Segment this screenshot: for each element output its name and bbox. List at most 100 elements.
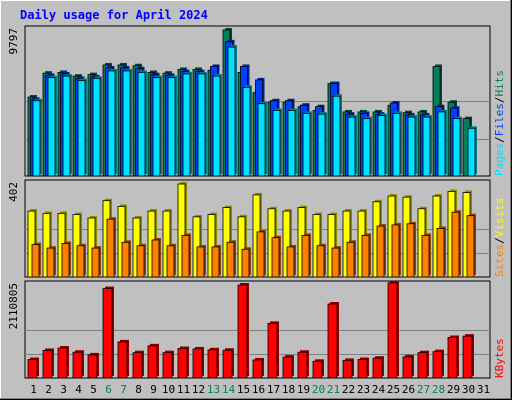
bar-visits-day-18 [282, 210, 291, 278]
bar-sites-day-30 [466, 215, 475, 278]
day-label-1: 1 [30, 383, 37, 396]
bar-pages-day-23 [362, 118, 371, 177]
legend-visits: Visits [493, 198, 506, 238]
bar-pages-day-28 [437, 111, 446, 177]
bar-pages-day-10 [167, 77, 176, 177]
bar-sites-day-9 [151, 239, 160, 278]
bar-kbytes-day-14 [222, 349, 233, 379]
bar-pages-day-27 [422, 116, 431, 177]
bar-sites-day-2 [46, 247, 55, 278]
bar-pages-day-1 [32, 100, 41, 177]
bar-sites-day-19 [301, 234, 310, 278]
bar-sites-day-20 [316, 245, 325, 278]
bar-sites-day-3 [61, 243, 70, 278]
bar-pages-day-15 [242, 86, 251, 177]
bar-kbytes-day-13 [207, 349, 218, 379]
bar-sites-day-22 [346, 241, 355, 278]
bar-pages-day-22 [347, 116, 356, 177]
bar-pages-day-30 [467, 127, 476, 177]
bar-kbytes-day-30 [462, 335, 473, 379]
bar-sites-day-28 [436, 228, 445, 278]
bar-pages-day-14 [227, 46, 236, 177]
day-label-7: 7 [120, 383, 127, 396]
bar-pages-day-21 [332, 95, 341, 177]
bar-visits-day-21 [327, 214, 336, 278]
bar-sites-day-10 [166, 245, 175, 278]
bar-pages-day-2 [47, 77, 56, 177]
bar-kbytes-day-11 [177, 348, 188, 379]
bar-kbytes-day-7 [117, 341, 128, 379]
day-label-14: 14 [222, 383, 236, 396]
bar-kbytes-day-19 [297, 351, 308, 379]
bar-pages-day-26 [407, 116, 416, 177]
day-label-11: 11 [177, 383, 190, 396]
legend-files: Files [493, 103, 506, 136]
day-label-19: 19 [297, 383, 310, 396]
bar-kbytes-day-24 [372, 357, 383, 379]
day-label-20: 20 [312, 383, 325, 396]
bar-kbytes-day-28 [432, 351, 443, 379]
bar-sites-day-8 [136, 245, 145, 278]
day-label-27: 27 [417, 383, 430, 396]
day-label-13: 13 [207, 383, 220, 396]
legend-separator: / [493, 97, 506, 104]
day-label-12: 12 [192, 383, 205, 396]
bar-pages-day-5 [92, 77, 101, 177]
day-label-21: 21 [327, 383, 340, 396]
bar-sites-day-7 [121, 241, 130, 278]
bar-pages-day-29 [452, 118, 461, 177]
bar-sites-day-24 [376, 225, 385, 278]
bar-pages-day-9 [152, 77, 161, 177]
bar-kbytes-day-12 [192, 348, 203, 379]
bar-kbytes-day-2 [42, 350, 53, 379]
bar-visits-day-11 [177, 183, 186, 278]
day-label-4: 4 [75, 383, 82, 396]
bar-sites-day-25 [391, 224, 400, 278]
bar-kbytes-day-20 [312, 360, 323, 379]
day-label-6: 6 [105, 383, 112, 396]
day-label-31: 31 [477, 383, 490, 396]
bar-kbytes-day-27 [417, 352, 428, 379]
bar-kbytes-day-3 [57, 347, 68, 379]
day-label-22: 22 [342, 383, 355, 396]
legend-kbytes: KBytes [493, 338, 506, 378]
legend-separator: / [493, 237, 506, 244]
bar-kbytes-day-8 [132, 352, 143, 379]
bar-kbytes-day-15 [237, 284, 248, 379]
day-label-15: 15 [237, 383, 250, 396]
legend-separator: / [493, 136, 506, 143]
bar-pages-day-25 [392, 113, 401, 177]
bar-kbytes-day-25 [387, 282, 398, 379]
bar-kbytes-day-26 [402, 356, 413, 379]
day-label-2: 2 [45, 383, 52, 396]
bar-pages-day-24 [377, 115, 386, 177]
panel-3-legend: KBytes [493, 338, 506, 378]
panel-3-ymax-label: 2110805 [7, 283, 20, 329]
bar-pages-day-13 [212, 75, 221, 177]
bar-visits-day-15 [237, 216, 246, 278]
bar-sites-day-11 [181, 234, 190, 278]
bar-pages-day-16 [257, 103, 266, 177]
bar-sites-day-16 [256, 231, 265, 278]
bar-sites-day-26 [406, 223, 415, 278]
bar-sites-day-6 [106, 218, 115, 278]
bar-pages-day-20 [317, 113, 326, 177]
day-label-10: 10 [162, 383, 175, 396]
panel-1-ymax-label: 9797 [7, 28, 20, 55]
chart-panels: 9797Pages/Files/Hits402Sites/Visits21108… [7, 25, 506, 396]
bar-pages-day-17 [272, 110, 281, 177]
day-label-23: 23 [357, 383, 370, 396]
legend-sites: Sites [493, 244, 506, 277]
bar-sites-day-23 [361, 234, 370, 278]
bar-pages-day-7 [122, 70, 131, 177]
day-label-8: 8 [135, 383, 142, 396]
bar-pages-day-12 [197, 73, 206, 177]
day-label-16: 16 [252, 383, 265, 396]
bar-pages-day-8 [137, 72, 146, 177]
bar-sites-day-12 [196, 246, 205, 278]
bar-sites-day-1 [31, 244, 40, 278]
panel-1-legend: Pages/Files/Hits [493, 70, 506, 176]
bar-pages-day-19 [302, 113, 311, 177]
bar-kbytes-day-10 [162, 352, 173, 379]
